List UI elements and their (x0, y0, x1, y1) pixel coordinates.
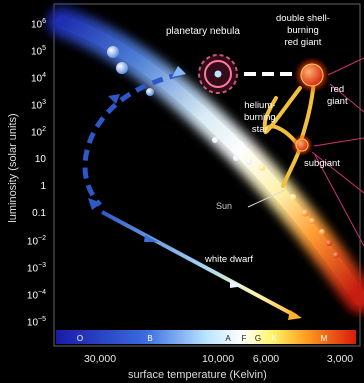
double-shell-line1: double shell- (276, 13, 330, 24)
y-tick: 105 (30, 45, 46, 58)
y-tick: 103 (30, 99, 46, 112)
star-marker (326, 240, 332, 246)
arrowhead-icon (108, 94, 120, 104)
double-shell-line2: burning (287, 25, 319, 36)
arrowhead-icon (88, 198, 102, 210)
red-giant-line1: red (330, 84, 345, 95)
sun-pointer (247, 190, 284, 208)
white-dwarf-track (101, 210, 302, 320)
x-tick: 6,000 (252, 353, 280, 365)
spectral-class-K: K (271, 334, 277, 343)
red-giant-label: red giant (327, 84, 348, 108)
arrowhead-icon (172, 66, 186, 77)
helium-burning-label: helium- burning star (244, 100, 276, 136)
spectral-class-G: G (254, 334, 262, 343)
star-marker (212, 137, 218, 143)
star-marker (233, 155, 239, 161)
y-tick: 1 (40, 180, 46, 192)
star-marker (107, 46, 119, 58)
helium-line3: star (251, 124, 268, 135)
x-tick: 30,000 (83, 353, 117, 365)
arrowhead-icon (144, 235, 158, 242)
star-marker (301, 209, 309, 217)
subgiant-label: subgiant (304, 158, 340, 169)
y-tick: 0.1 (32, 207, 46, 219)
planetary-nebula-label: planetary nebula (166, 26, 240, 37)
y-tick: 104 (30, 72, 46, 85)
helium-line2: burning (244, 112, 276, 123)
y-tick: 106 (30, 18, 46, 31)
subgiant-star (295, 138, 309, 152)
star-marker (290, 194, 296, 200)
helium-line1: helium- (244, 100, 276, 111)
sun-label: Sun (216, 201, 233, 211)
y-tick: 10−5 (26, 316, 46, 329)
white-dwarf-label: white dwarf (205, 254, 254, 265)
y-tick: 10−3 (26, 261, 46, 275)
annotation-lines (311, 57, 364, 247)
y-tick: 102 (30, 126, 46, 139)
spectral-class-A: A (225, 334, 231, 343)
star-marker (146, 88, 154, 96)
spectral-class-O: O (76, 334, 84, 343)
star-marker (309, 218, 315, 224)
star-marker (246, 159, 252, 165)
star-marker (333, 252, 339, 258)
spectral-class-F: F (241, 334, 247, 343)
y-tick: 10 (34, 153, 46, 165)
spectral-class-M: M (320, 334, 328, 343)
x-tick: 3,000 (326, 353, 354, 365)
planetary-nebula (198, 54, 238, 94)
arrowhead-icon (230, 280, 244, 288)
star-marker (259, 165, 265, 171)
main-sequence-stars (107, 46, 339, 258)
star-marker (116, 62, 128, 74)
y-tick: 10−2 (26, 234, 46, 248)
arrowhead-icon (288, 310, 302, 320)
y-axis-label: luminosity (solar units) (7, 113, 19, 223)
dashed-track-to-white-dwarf (82, 71, 181, 207)
red-giant-star (300, 63, 324, 87)
x-axis-label: surface temperature (Kelvin) (128, 369, 267, 381)
double-shell-label: double shell- burning red giant (276, 13, 330, 49)
red-giant-line2: giant (327, 96, 348, 107)
double-shell-line3: red giant (284, 37, 322, 48)
y-tick: 10−4 (26, 289, 46, 302)
x-tick: 10,000 (201, 353, 235, 365)
star-marker (319, 229, 325, 235)
spectral-class-bar (56, 330, 356, 344)
main-sequence-band (47, 7, 364, 313)
spectral-class-B: B (147, 334, 153, 343)
